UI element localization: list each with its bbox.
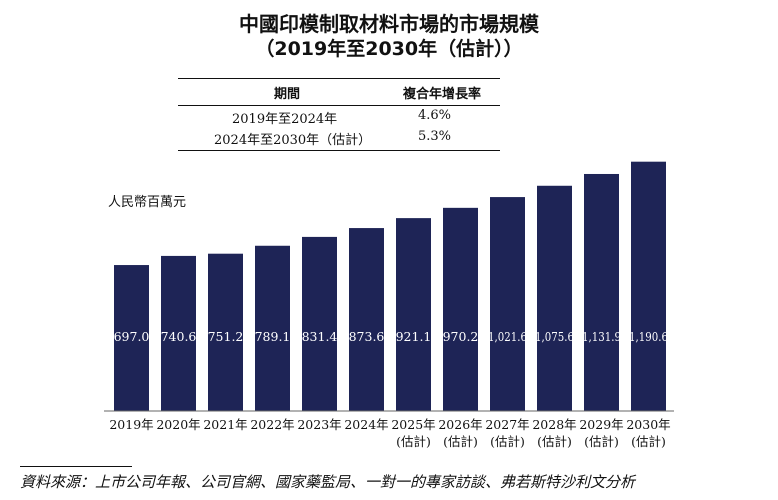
bar-value-label: 1,190.6 [629, 329, 668, 344]
x-tick-label: 2026年 [438, 417, 482, 432]
bar-value-label: 831.4 [302, 329, 338, 344]
bar [537, 185, 572, 411]
bar [114, 265, 149, 411]
x-tick-label: 2021年 [203, 417, 247, 432]
bar-value-label: 1,131.9 [582, 329, 621, 344]
x-tick-note: (估計) [631, 434, 666, 449]
x-tick-label: 2027年 [485, 417, 529, 432]
table-bottom-rule [178, 150, 500, 151]
table-row-cagr: 4.6% [418, 108, 452, 123]
table-header-period: 期間 [274, 87, 301, 102]
x-tick-label: 2020年 [156, 417, 200, 432]
bar-value-label: 1,075.6 [535, 329, 574, 344]
x-tick-note: (估計) [443, 434, 478, 449]
table-top-rule [178, 78, 500, 79]
bar [349, 228, 384, 411]
bar [490, 197, 525, 411]
x-tick-label: 2022年 [250, 417, 294, 432]
bar-value-label: 921.1 [396, 329, 432, 344]
bar [302, 236, 337, 411]
bar-value-label: 697.0 [114, 329, 150, 344]
bar-chart: 697.0 2019年 740.6 2020年 751.2 2021年 789.1 2022年… [104, 161, 674, 449]
bar [161, 255, 196, 411]
x-tick-label: 2025年 [391, 417, 435, 432]
source-note: 資料來源：上市公司年報、公司官網、國家藥監局、一對一的專家訪談、弗若斯特沙利文分… [20, 473, 636, 491]
x-tick-label: 2019年 [109, 417, 153, 432]
x-tick-note: (估計) [396, 434, 431, 449]
table-row-period: 2024年至2030年（估計） [214, 133, 372, 148]
bar-value-label: 1,021.6 [488, 329, 527, 344]
x-tick-note: (估計) [584, 434, 619, 449]
bar [396, 218, 431, 411]
bar-value-label: 873.6 [349, 329, 385, 344]
bar-value-label: 970.2 [443, 329, 479, 344]
bar [208, 253, 243, 411]
table-header-rule [178, 105, 500, 106]
bar [443, 207, 478, 411]
y-axis-unit-label: 人民幣百萬元 [108, 195, 187, 210]
bar-value-label: 789.1 [255, 329, 291, 344]
x-tick-label: 2029年 [579, 417, 623, 432]
bar [255, 245, 290, 411]
x-tick-label: 2028年 [532, 417, 576, 432]
source-rule [20, 466, 132, 467]
chart-title: 中國印模制取材料市場的市場規模 [239, 12, 539, 36]
bar-value-label: 751.2 [208, 329, 244, 344]
table-row-period: 2019年至2024年 [232, 112, 338, 127]
bar-value-label: 740.6 [161, 329, 197, 344]
bar [584, 173, 619, 411]
x-tick-label: 2030年 [626, 417, 670, 432]
bar [631, 161, 666, 411]
x-tick-note: (估計) [490, 434, 525, 449]
x-tick-label: 2024年 [344, 417, 388, 432]
chart-subtitle: （2019年至2030年（估計）） [255, 38, 523, 60]
table-row-cagr: 5.3% [418, 129, 452, 144]
x-tick-note: (估計) [537, 434, 572, 449]
x-tick-label: 2023年 [297, 417, 341, 432]
table-header-cagr: 複合年增長率 [403, 87, 482, 102]
